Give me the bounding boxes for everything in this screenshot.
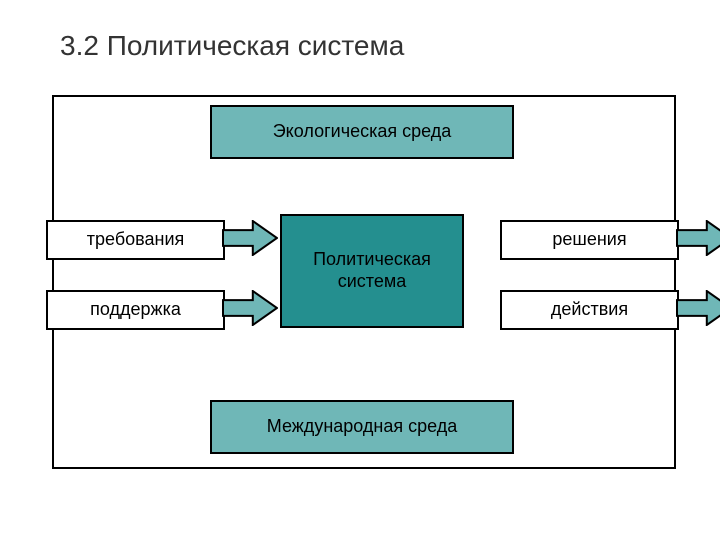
box-political-system: Политическая система — [280, 214, 464, 328]
arrow-requirements-to-system — [222, 220, 278, 256]
box-decisions: решения — [500, 220, 679, 260]
label-support: поддержка — [86, 297, 185, 323]
label-decisions: решения — [548, 227, 630, 253]
box-actions: действия — [500, 290, 679, 330]
box-ecological-environment: Экологическая среда — [210, 105, 514, 159]
arrow-system-to-actions — [676, 290, 720, 326]
label-ecological: Экологическая среда — [269, 119, 456, 145]
label-actions: действия — [547, 297, 632, 323]
arrow-system-to-decisions — [676, 220, 720, 256]
label-requirements: требования — [83, 227, 189, 253]
slide-title: 3.2 Политическая система — [60, 30, 404, 62]
slide-title-text: 3.2 Политическая система — [60, 30, 404, 61]
label-political-system: Политическая система — [282, 247, 462, 294]
box-support: поддержка — [46, 290, 225, 330]
box-requirements: требования — [46, 220, 225, 260]
box-international-environment: Международная среда — [210, 400, 514, 454]
arrow-support-to-system — [222, 290, 278, 326]
label-international: Международная среда — [263, 414, 461, 440]
